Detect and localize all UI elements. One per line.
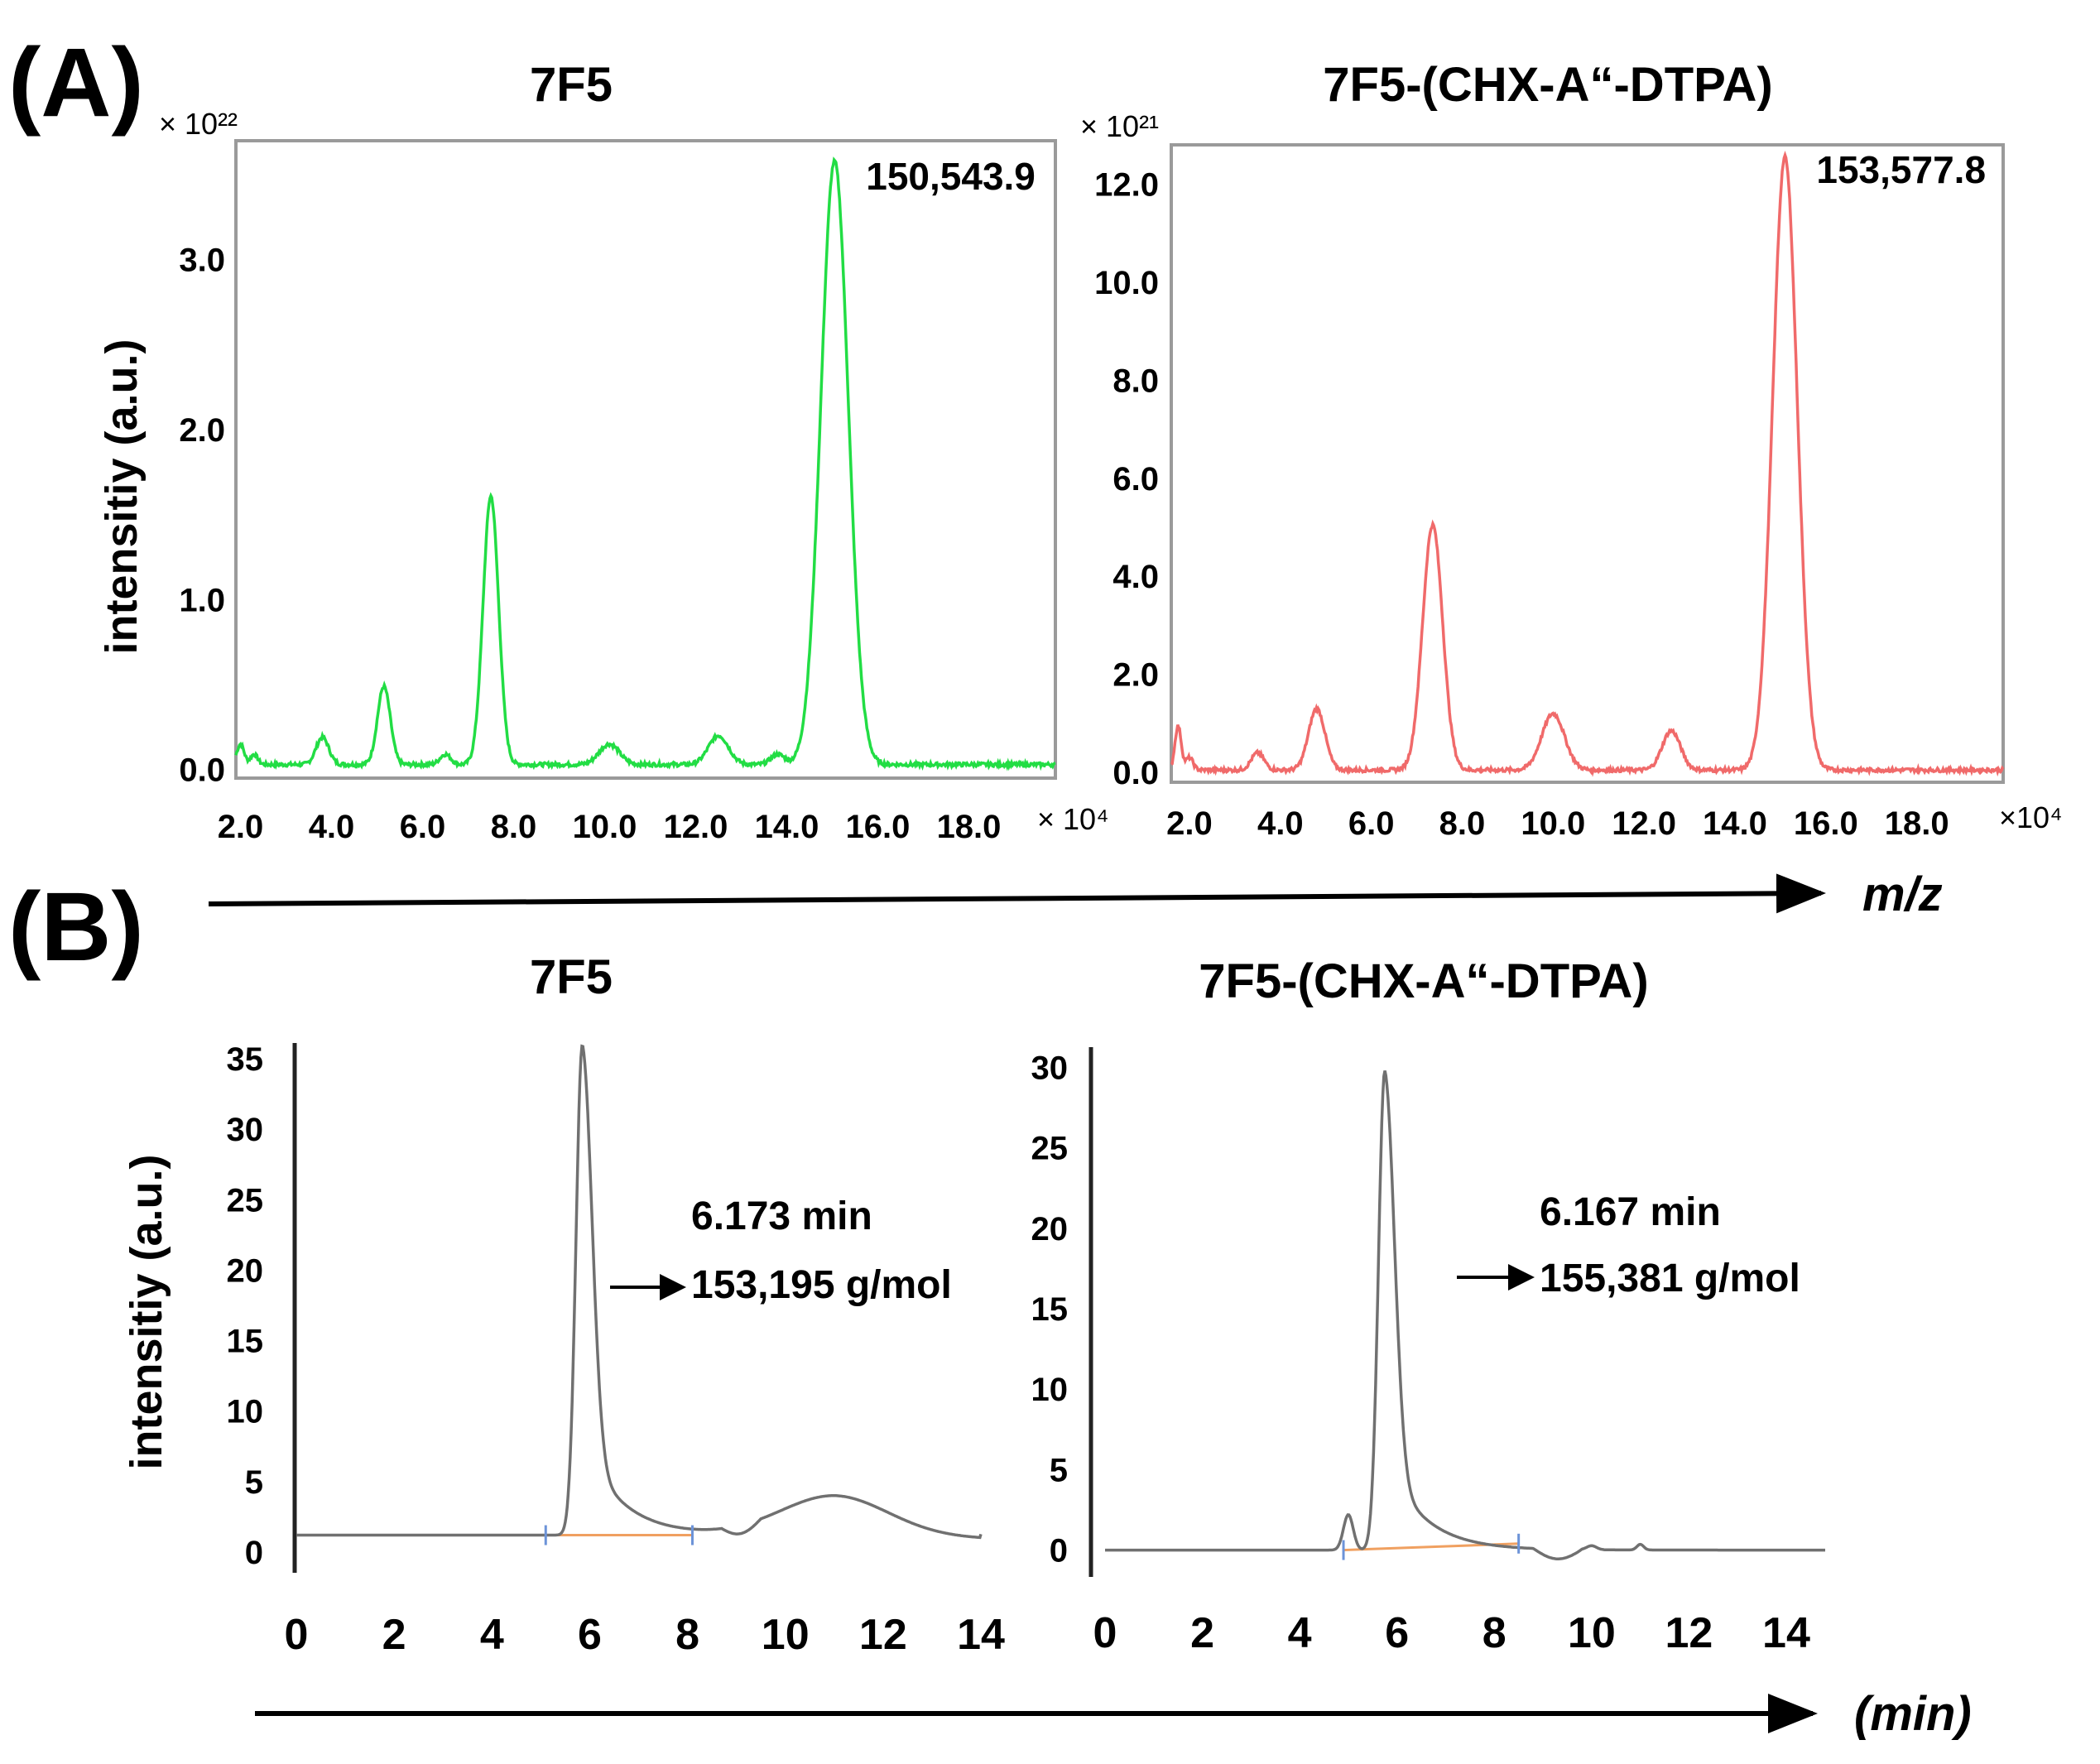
chart-b2-y-tick-label: 5 [1050, 1452, 1068, 1488]
chart-a2-series-line [1170, 151, 2005, 777]
chart-b2-retention-time: 6.167 min [1540, 1190, 1721, 1234]
chart-b1-x-tick-label: 10 [762, 1611, 810, 1659]
chart-b2-molar-mass: 155,381 g/mol [1540, 1257, 1800, 1300]
chart-b1-x-tick-label: 6 [578, 1611, 602, 1659]
chart-b2-y-tick-label: 10 [1031, 1372, 1069, 1408]
chart-a2-y-tick-label: 8.0 [1112, 363, 1159, 399]
chart-a2-x-tick-label: 4.0 [1257, 805, 1304, 842]
chart-a1-y-multiplier: × 10²² [159, 107, 238, 141]
chart-a2-y-tick-label: 10.0 [1094, 265, 1159, 301]
chart-b2-y-tick-label: 25 [1031, 1131, 1069, 1167]
chart-a2-peak-label: 153,577.8 [1816, 148, 1986, 191]
chart-a2-frame [1170, 143, 2005, 784]
chart-b2-title: 7F5-(CHX-A“-DTPA) [1199, 954, 1648, 1008]
chart-b2-series-line [1105, 1070, 1825, 1560]
chart-b2-y-tick-label: 20 [1031, 1211, 1069, 1247]
chart-b2-x-tick-label: 12 [1665, 1609, 1713, 1657]
chart-a2-x-tick-label: 16.0 [1794, 805, 1858, 842]
chart-b1-x-tick-label: 12 [859, 1611, 907, 1659]
chart-b1-x-tick-label: 14 [957, 1611, 1005, 1659]
chart-a1-x-tick-label: 14.0 [755, 809, 819, 845]
chart-a2-y-tick-label: 2.0 [1112, 657, 1159, 694]
chart-a2-x-tick-label: 14.0 [1703, 805, 1767, 842]
chart-a1-x-tick-label: 4.0 [309, 809, 355, 845]
chart-b1-y-tick-label: 0 [245, 1535, 263, 1571]
chart-a1-x-tick-label: 18.0 [937, 809, 1002, 845]
chart-b1-y-tick-label: 20 [227, 1252, 264, 1289]
chart-b1-y-tick-label: 15 [227, 1324, 264, 1360]
chart-b1-x-tick-label: 0 [285, 1611, 309, 1659]
chart-a1-x-tick-label: 10.0 [573, 809, 637, 845]
chart-a2-x-tick-label: 18.0 [1885, 805, 1949, 842]
chart-b2-x-tick-label: 0 [1093, 1609, 1117, 1657]
chart-a2-x-tick-label: 12.0 [1612, 805, 1676, 842]
panel-b-label: (B) [8, 872, 144, 982]
chart-a1-y-tick-label: 1.0 [179, 582, 225, 618]
chart-a2-x-tick-label: 10.0 [1521, 805, 1585, 842]
chart-b1-molar-mass: 153,195 g/mol [691, 1263, 952, 1307]
chart-b2-x-tick-label: 6 [1385, 1609, 1409, 1657]
chart-b2-y-tick-label: 15 [1031, 1291, 1069, 1328]
chart-b1-x-tick-label: 8 [675, 1611, 699, 1659]
chart-b2-x-tick-label: 10 [1568, 1609, 1616, 1657]
chart-a2-x-tick-label: 2.0 [1166, 805, 1213, 842]
chart-a1-frame [234, 139, 1057, 780]
chart-b1-y-tick-label: 5 [245, 1464, 263, 1501]
chart-b1-y-tick-label: 30 [227, 1112, 264, 1148]
panel-a-label: (A) [8, 28, 144, 137]
chart-b2-x-tick-label: 8 [1482, 1609, 1507, 1657]
chart-a2-x-multiplier: ×10⁴ [1999, 800, 2063, 834]
chart-a2-y-multiplier: × 10²¹ [1080, 109, 1159, 143]
chart-b1-x-tick-label: 4 [480, 1611, 504, 1659]
chart-a2-x-tick-label: 8.0 [1439, 805, 1486, 842]
chart-a1: 7F5 × 10²² intensitiy (a.u.) 0.0 1.0 2.0 3.… [97, 58, 1109, 845]
chart-b2-x-tick-label: 14 [1762, 1609, 1810, 1657]
chart-a2-title: 7F5-(CHX-A“-DTPA) [1323, 58, 1772, 112]
chart-b1-x-tick-label: 2 [382, 1611, 406, 1659]
chart-a1-y-tick-label: 3.0 [179, 243, 225, 279]
mz-axis-label: m/z [1862, 868, 1943, 921]
chart-a2-y-tick-label: 0.0 [1112, 755, 1159, 791]
chart-b2-y-tick-label: 30 [1031, 1050, 1069, 1086]
chart-a1-x-tick-label: 16.0 [846, 809, 911, 845]
chart-a1-x-tick-label: 12.0 [664, 809, 728, 845]
chart-a2-y-tick-label: 6.0 [1112, 461, 1159, 497]
time-axis-label: (min) [1854, 1687, 1972, 1741]
chart-b1-series-line [296, 1044, 983, 1540]
chart-a1-y-tick-label: 0.0 [179, 752, 225, 789]
chart-a1-x-tick-label: 8.0 [491, 809, 537, 845]
chart-a1-peak-label: 150,543.9 [866, 155, 1036, 198]
chart-b1-retention-time: 6.173 min [691, 1194, 872, 1238]
chart-a1-ylabel: intensitiy (a.u.) [97, 339, 147, 654]
chart-b2-x-tick-label: 4 [1288, 1609, 1312, 1657]
chart-b1-y-tick-label: 35 [227, 1041, 264, 1078]
chart-a1-x-multiplier: × 10⁴ [1037, 802, 1109, 836]
chart-b1-y-tick-label: 25 [227, 1182, 264, 1218]
chart-b2: 7F5-(CHX-A“-DTPA) 0 5 10 15 20 25 30 0 2 4 6 8 10 12… [1031, 954, 1825, 1657]
chart-a1-x-tick-label: 2.0 [218, 809, 264, 845]
chart-b1: 7F5 intensitiy (a.u.) 0 5 10 15 20 25 30 35 0 2 4… [122, 950, 1005, 1659]
chart-a1-y-tick-label: 2.0 [179, 412, 225, 449]
chart-b1-y-tick-label: 10 [227, 1394, 264, 1430]
chart-b2-y-tick-label: 0 [1050, 1533, 1068, 1569]
chart-a2-y-tick-label: 4.0 [1112, 559, 1159, 595]
chart-a1-title: 7F5 [530, 58, 613, 112]
chart-a2-x-tick-label: 6.0 [1348, 805, 1395, 842]
chart-b2-x-tick-label: 2 [1190, 1609, 1214, 1657]
chart-b1-ylabel: intensitiy (a.u.) [122, 1154, 171, 1469]
chart-a2: 7F5-(CHX-A“-DTPA) × 10²¹ 0.02.04.06.08.0… [1080, 58, 2063, 842]
chart-a1-x-tick-label: 6.0 [400, 809, 446, 845]
mz-axis-arrow [208, 873, 1826, 914]
chart-a2-y-tick-label: 12.0 [1094, 166, 1159, 203]
chart-b1-title: 7F5 [530, 950, 613, 1004]
chart-a1-series-line [234, 156, 1056, 771]
